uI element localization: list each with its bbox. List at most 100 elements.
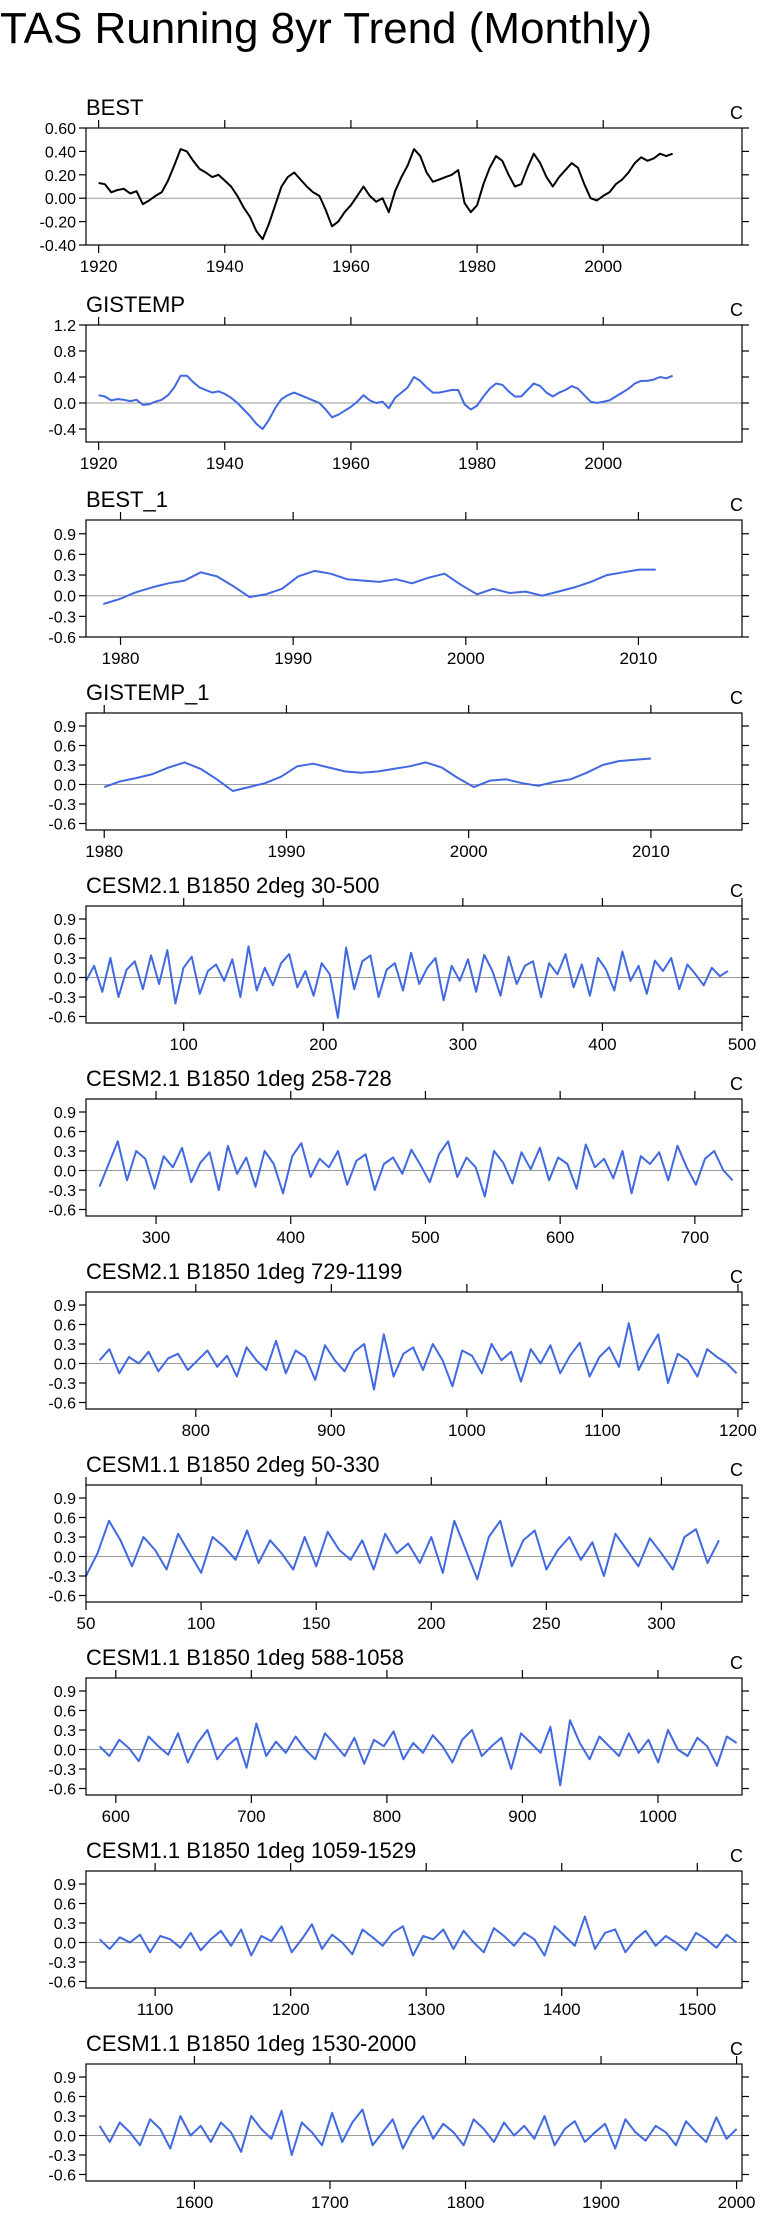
x-tick-label: 400 — [588, 1035, 616, 1054]
chart-panel: 1920 1940 1960 1980 2000 -0.4 0.0 0.4 0.8 1.2 GIST… — [48, 292, 749, 473]
y-tick-label: 0.8 — [54, 344, 76, 361]
panel-title: CESM2.1 B1850 1deg 729-1199 — [86, 1259, 402, 1284]
x-tick-label: 500 — [411, 1228, 439, 1247]
y-tick-label: 0.0 — [54, 2129, 76, 2146]
y-tick-label: 0.3 — [54, 1916, 76, 1933]
y-tick-label: -0.6 — [48, 1975, 76, 1992]
x-tick-label: 1940 — [206, 257, 244, 276]
panel-title: GISTEMP_1 — [86, 680, 209, 705]
panel-units: C — [730, 103, 743, 123]
y-tick-label: -0.6 — [48, 817, 76, 834]
x-tick-label: 1990 — [274, 649, 312, 668]
panel-title: CESM1.1 B1850 1deg 1530-2000 — [86, 2031, 416, 2056]
x-tick-label: 500 — [728, 1035, 756, 1054]
y-tick-label: 0.9 — [54, 1491, 76, 1508]
chart-panel: 50 100 150 200 250 300 -0.6 -0.3 0.0 0.3 0.6 0.9 CES… — [48, 1452, 749, 1633]
panel-title: BEST — [86, 95, 143, 120]
x-tick-label: 1100 — [137, 2000, 174, 2019]
panel-title: CESM2.1 B1850 1deg 258-728 — [86, 1066, 392, 1091]
x-tick-label: 1200 — [272, 2000, 310, 2019]
x-tick-label: 1600 — [176, 2193, 214, 2212]
x-tick-label: 400 — [277, 1228, 305, 1247]
panel-units: C — [730, 1846, 743, 1866]
y-tick-label: 0.6 — [54, 547, 76, 564]
panel-units: C — [730, 1074, 743, 1094]
y-tick-label: 0.6 — [54, 2090, 76, 2107]
plot-frame — [85, 519, 743, 638]
x-tick-label: 2010 — [620, 649, 658, 668]
x-tick-label: 1990 — [268, 842, 306, 861]
series-line — [98, 374, 673, 430]
y-tick-label: 0.3 — [54, 1530, 76, 1547]
y-tick-label: -0.3 — [48, 2148, 76, 2165]
x-tick-label: 2000 — [584, 454, 622, 473]
series-line — [98, 1719, 738, 1787]
y-tick-label: 0.0 — [54, 778, 76, 795]
panel-units: C — [730, 2039, 743, 2059]
y-tick-label: 0.6 — [54, 1125, 76, 1142]
y-tick-label: 0.3 — [54, 1723, 76, 1740]
y-tick-label: 0.0 — [54, 971, 76, 988]
series-line — [98, 148, 673, 241]
y-tick-label: 0.60 — [45, 121, 76, 138]
y-tick-label: 0.6 — [54, 1318, 76, 1335]
x-tick-label: 300 — [449, 1035, 477, 1054]
x-tick-label: 900 — [317, 1421, 345, 1440]
chart-panel: 800 900 1000 1100 1200 -0.6 -0.3 0.0 0.3 0.6 0.9 CE… — [48, 1259, 756, 1440]
x-tick-label: 300 — [142, 1228, 170, 1247]
y-tick-label: -0.6 — [48, 1203, 76, 1220]
y-tick-label: -0.6 — [48, 1589, 76, 1606]
y-tick-label: -0.20 — [40, 215, 77, 232]
x-tick-label: 1900 — [582, 2193, 620, 2212]
y-tick-label: 0.9 — [54, 1877, 76, 1894]
y-tick-label: 0.20 — [45, 168, 76, 185]
x-tick-label: 1500 — [678, 2000, 716, 2019]
series-line — [85, 945, 729, 1019]
y-tick-label: -0.3 — [48, 797, 76, 814]
y-tick-label: 0.9 — [54, 1105, 76, 1122]
x-tick-label: 2010 — [632, 842, 670, 861]
panel-title: CESM1.1 B1850 2deg 50-330 — [86, 1452, 380, 1477]
plot-frame — [85, 1677, 743, 1796]
y-tick-label: 0.6 — [54, 932, 76, 949]
panel-units: C — [730, 1653, 743, 1673]
chart-panel: 1100 1200 1300 1400 1500 -0.6 -0.3 0.0 0.3 0.6 0.9… — [48, 1838, 749, 2019]
x-tick-label: 1000 — [639, 1807, 677, 1826]
series-line — [103, 757, 651, 792]
y-tick-label: 0.4 — [54, 370, 76, 387]
y-tick-label: -0.6 — [48, 2168, 76, 2185]
x-tick-label: 1920 — [80, 257, 118, 276]
y-tick-label: 0.0 — [54, 589, 76, 606]
x-tick-label: 800 — [373, 1807, 401, 1826]
panel-units: C — [730, 300, 743, 320]
x-tick-label: 2000 — [584, 257, 622, 276]
x-tick-label: 1980 — [85, 842, 123, 861]
x-tick-label: 150 — [302, 1614, 330, 1633]
panel-units: C — [730, 688, 743, 708]
panel-units: C — [730, 881, 743, 901]
y-tick-label: 0.9 — [54, 2070, 76, 2087]
x-tick-label: 100 — [170, 1035, 198, 1054]
y-tick-label: 0.3 — [54, 1144, 76, 1161]
x-tick-label: 1800 — [447, 2193, 485, 2212]
panel-title: BEST_1 — [86, 487, 168, 512]
plot-frame — [85, 1098, 743, 1217]
series-line — [103, 568, 656, 605]
panel-title: CESM2.1 B1850 2deg 30-500 — [86, 873, 380, 898]
x-tick-label: 1980 — [102, 649, 140, 668]
y-tick-label: 0.40 — [45, 144, 76, 161]
panel-title: CESM1.1 B1850 1deg 1059-1529 — [86, 1838, 416, 1863]
y-tick-label: -0.40 — [40, 238, 77, 255]
y-tick-label: 0.3 — [54, 951, 76, 968]
chart-panel: 1980 1990 2000 2010 -0.6 -0.3 0.0 0.3 0.6 0.9 GIST… — [48, 680, 749, 861]
panel-title: GISTEMP — [86, 292, 185, 317]
y-tick-label: 0.3 — [54, 1337, 76, 1354]
y-tick-label: 0.6 — [54, 1511, 76, 1528]
x-tick-label: 1100 — [584, 1421, 621, 1440]
y-tick-label: -0.3 — [48, 1955, 76, 1972]
x-tick-label: 1960 — [332, 257, 370, 276]
chart-panel: 1600 1700 1800 1900 2000 -0.6 -0.3 0.0 0.3 0.6 0.9… — [48, 2031, 755, 2212]
y-tick-label: -0.3 — [48, 990, 76, 1007]
y-tick-label: 0.3 — [54, 2109, 76, 2126]
